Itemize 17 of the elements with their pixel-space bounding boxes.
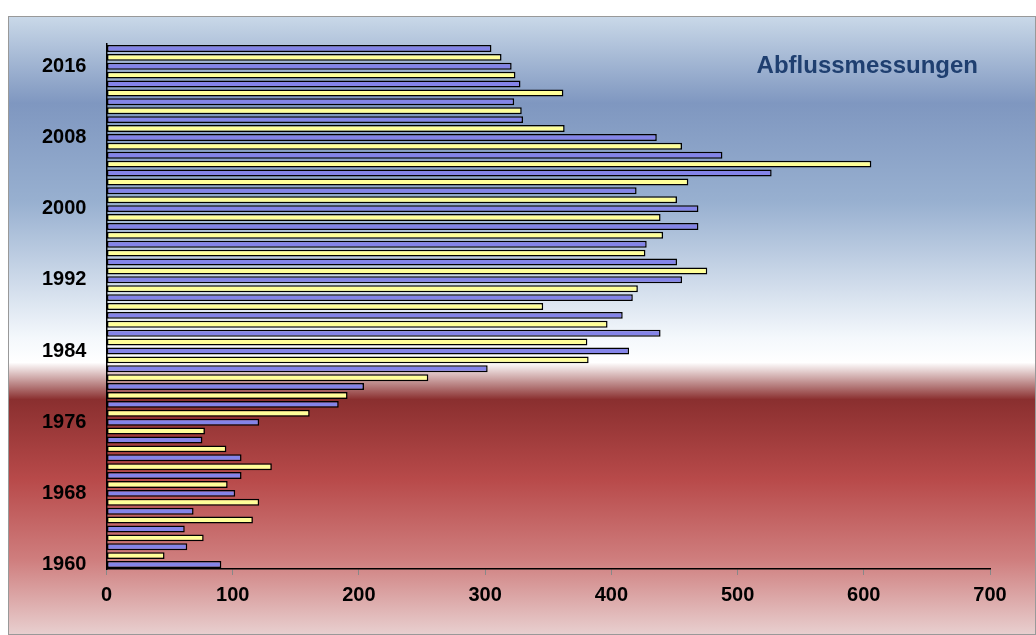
y-tick-label: 2016 xyxy=(41,53,87,76)
x-tick-label: 500 xyxy=(720,582,755,605)
y-tick-label: 1992 xyxy=(41,267,87,290)
chart-title: Abflussmessungen xyxy=(756,50,978,78)
x-tick-label: 700 xyxy=(973,582,1007,605)
x-tick-label: 0 xyxy=(100,582,113,605)
y-tick-label: 1968 xyxy=(41,480,87,503)
y-tick-label: 2008 xyxy=(41,124,87,147)
y-tick-label: 1976 xyxy=(41,409,87,432)
x-tick-label: 100 xyxy=(216,582,250,605)
x-tick-label: 300 xyxy=(468,582,502,605)
x-tick-label: 600 xyxy=(847,582,881,605)
y-tick-label: 1960 xyxy=(41,552,87,575)
x-tick-label: 200 xyxy=(342,582,376,605)
y-tick-label: 1984 xyxy=(41,338,88,361)
x-tick-label: 400 xyxy=(594,582,629,605)
y-tick-label: 2000 xyxy=(41,196,87,219)
